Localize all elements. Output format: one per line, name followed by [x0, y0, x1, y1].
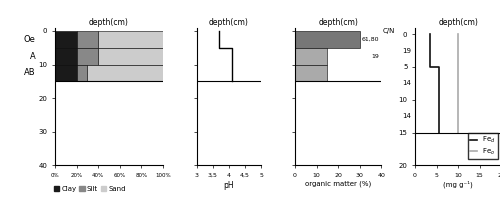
Bar [55, 31, 76, 48]
Bar [76, 31, 98, 48]
Title: depth(cm): depth(cm) [209, 18, 249, 27]
Text: 19: 19 [402, 47, 411, 53]
Text: Oe: Oe [24, 35, 36, 44]
Title: depth(cm): depth(cm) [438, 18, 478, 27]
Legend: Clay, Silt, Sand: Clay, Silt, Sand [53, 185, 127, 193]
Text: AB: AB [24, 68, 36, 77]
Legend: Fe$_d$, Fe$_o$: Fe$_d$, Fe$_o$ [468, 133, 498, 159]
Bar [295, 48, 328, 64]
Title: depth(cm): depth(cm) [318, 18, 358, 27]
Text: 14: 14 [402, 113, 411, 119]
Text: 14: 14 [402, 80, 411, 86]
Bar [98, 31, 163, 48]
Text: C/N: C/N [383, 28, 396, 33]
Bar [295, 31, 360, 48]
Text: 61,80: 61,80 [362, 37, 379, 42]
Bar [88, 64, 163, 81]
Bar [55, 48, 76, 64]
Bar [76, 48, 98, 64]
Title: depth(cm): depth(cm) [89, 18, 129, 27]
X-axis label: organic matter (%): organic matter (%) [305, 181, 371, 187]
X-axis label: (mg g⁻¹): (mg g⁻¹) [444, 181, 473, 188]
Text: 19: 19 [371, 54, 379, 59]
Text: A: A [30, 52, 36, 61]
Bar [55, 64, 76, 81]
Bar [98, 48, 163, 64]
X-axis label: pH: pH [224, 181, 234, 190]
Bar [295, 64, 328, 81]
Bar [76, 64, 88, 81]
